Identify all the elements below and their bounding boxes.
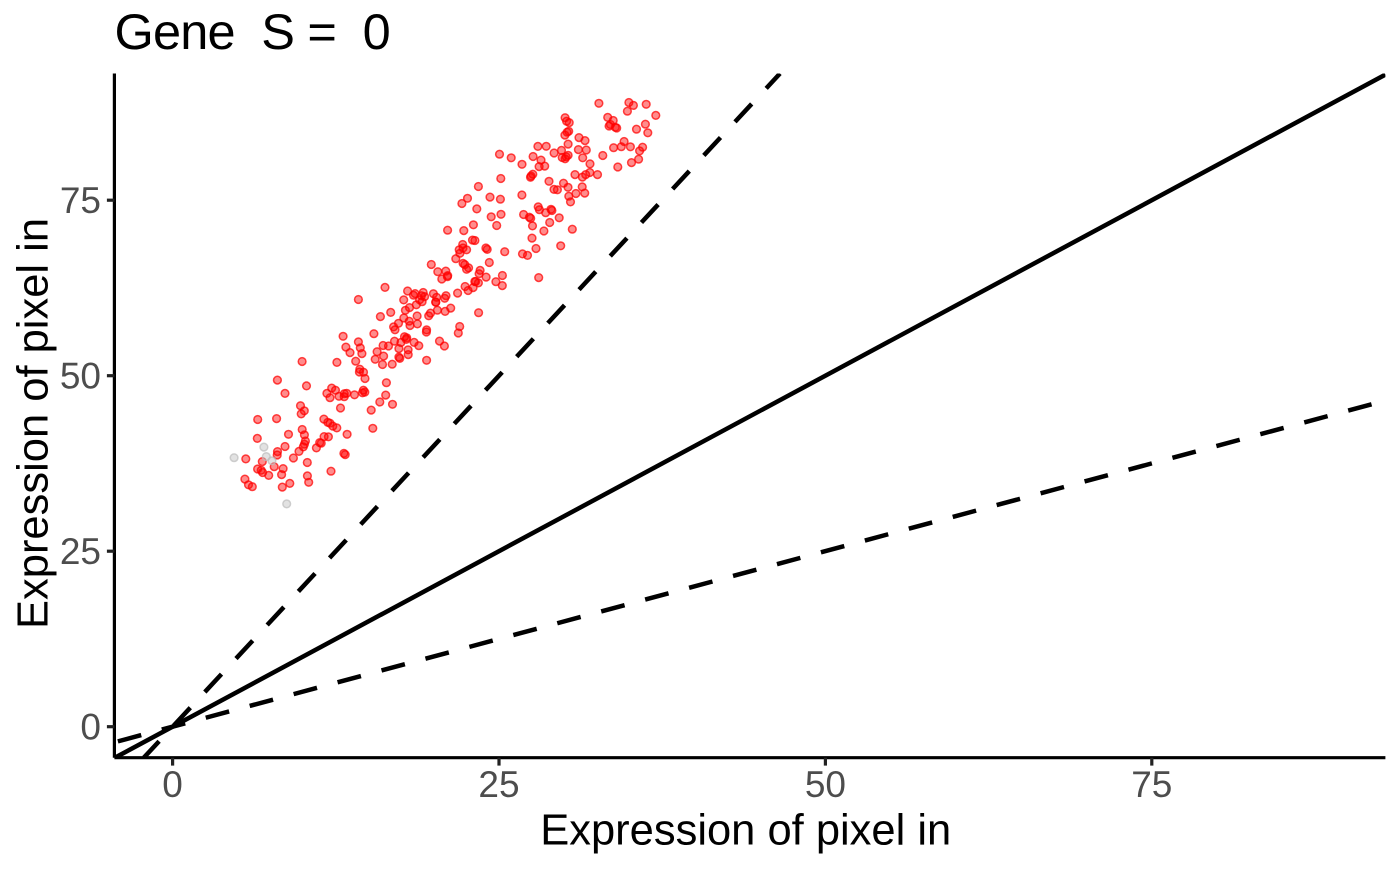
svg-text:Expression of pixel in: Expression of pixel in: [10, 218, 58, 629]
svg-text:Gene S = 0: Gene S = 0: [115, 3, 390, 60]
svg-text:0: 0: [162, 764, 183, 805]
svg-text:75: 75: [60, 180, 101, 221]
svg-text:Expression of pixel in: Expression of pixel in: [540, 807, 951, 855]
svg-text:75: 75: [1131, 764, 1172, 805]
svg-text:0: 0: [80, 706, 101, 747]
svg-text:50: 50: [805, 764, 846, 805]
svg-text:50: 50: [60, 355, 101, 396]
svg-text:25: 25: [478, 764, 519, 805]
svg-text:25: 25: [60, 531, 101, 572]
